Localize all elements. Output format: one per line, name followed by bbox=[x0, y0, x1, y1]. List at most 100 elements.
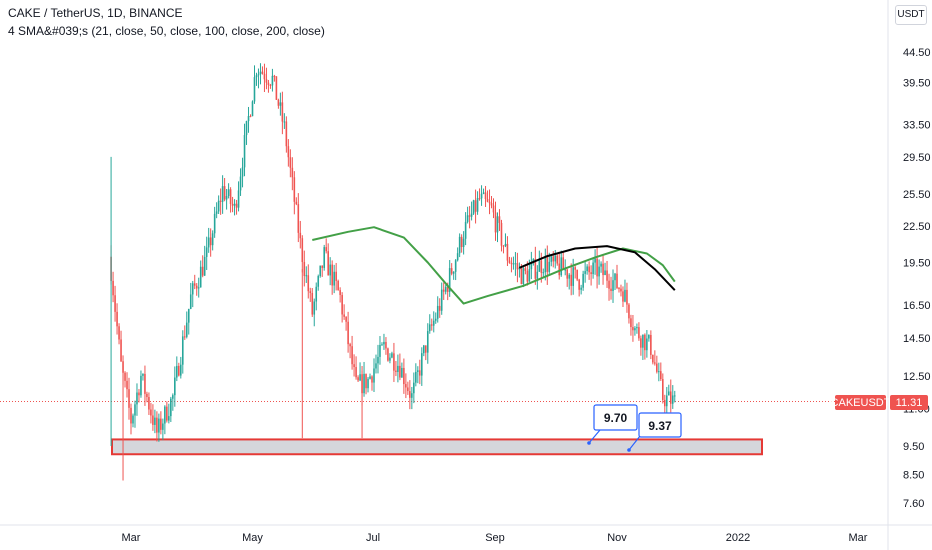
candle-body bbox=[417, 370, 419, 372]
candle-body bbox=[207, 237, 210, 248]
candle-body bbox=[181, 336, 184, 365]
candle-body bbox=[287, 146, 290, 158]
candle-body bbox=[343, 314, 345, 317]
candle-body bbox=[474, 200, 477, 212]
candle-body bbox=[395, 370, 397, 372]
candle-body bbox=[518, 267, 521, 270]
candle-body bbox=[486, 199, 489, 202]
candle-body bbox=[397, 365, 399, 372]
x-tick-label: 2022 bbox=[726, 532, 750, 544]
candle-body bbox=[193, 283, 196, 286]
candle-body bbox=[514, 263, 517, 265]
candle-body bbox=[671, 395, 674, 404]
candle-body bbox=[620, 288, 622, 292]
candle-body bbox=[600, 263, 602, 267]
candle-body bbox=[367, 378, 369, 389]
candle-body bbox=[618, 288, 620, 290]
candle-body bbox=[183, 336, 186, 338]
candle-body bbox=[480, 193, 483, 199]
candle-body bbox=[554, 255, 557, 262]
candle-body bbox=[564, 269, 567, 271]
candle-body bbox=[140, 375, 142, 396]
price-tag-bg bbox=[890, 395, 928, 410]
y-tick-label: 25.50 bbox=[903, 189, 931, 201]
y-tick-label: 7.60 bbox=[903, 498, 924, 510]
candle-body bbox=[309, 291, 312, 294]
candle-body bbox=[432, 320, 435, 326]
candle-body bbox=[570, 274, 572, 286]
symbol-tag-label: CAKEUSDT bbox=[831, 397, 891, 409]
candle-body bbox=[243, 135, 246, 168]
candle-body bbox=[189, 294, 192, 309]
candle-body bbox=[174, 377, 176, 396]
candle-body bbox=[329, 264, 331, 276]
candle-body bbox=[580, 287, 582, 290]
y-tick-label: 33.50 bbox=[903, 119, 931, 131]
callout-pointer bbox=[628, 435, 641, 451]
candle-body bbox=[568, 274, 570, 279]
sma-line-green bbox=[312, 226, 676, 305]
candle-body bbox=[389, 357, 391, 361]
candle-body bbox=[516, 263, 519, 270]
candle-body bbox=[506, 243, 509, 261]
indicator-legend[interactable]: 4 SMA&#039;s (21, close, 50, close, 100,… bbox=[8, 24, 325, 38]
candle-body bbox=[295, 201, 298, 205]
candle-body bbox=[430, 324, 433, 326]
x-tick-label: Sep bbox=[485, 532, 505, 544]
candle-body bbox=[303, 262, 306, 277]
callout-970[interactable]: 9.70 bbox=[587, 404, 638, 445]
y-tick-label: 16.50 bbox=[903, 300, 931, 312]
candle-body bbox=[191, 283, 194, 295]
currency-button[interactable]: USDT bbox=[895, 5, 927, 25]
candle-body bbox=[448, 268, 451, 292]
candle-body bbox=[464, 221, 467, 239]
candle-body bbox=[168, 416, 170, 421]
chart-title: CAKE / TetherUS, 1D, BINANCE bbox=[8, 6, 183, 20]
candle-body bbox=[648, 334, 650, 339]
candle-body bbox=[502, 245, 505, 247]
candle-body bbox=[399, 365, 401, 378]
candle-body bbox=[158, 418, 160, 433]
candle-body bbox=[576, 269, 578, 280]
candle-body bbox=[582, 273, 584, 288]
candle-body bbox=[636, 327, 638, 329]
candle-body bbox=[652, 354, 654, 363]
x-axis: Mar May Jul Sep Nov 2022 Mar bbox=[122, 532, 868, 544]
candle-body bbox=[538, 260, 541, 272]
y-tick-label: 8.50 bbox=[903, 469, 924, 481]
y-tick-label: 29.50 bbox=[903, 152, 931, 164]
candle-body bbox=[476, 198, 479, 212]
candle-body bbox=[353, 364, 355, 368]
candle-body bbox=[616, 273, 618, 289]
candle-body bbox=[578, 279, 580, 290]
candle-body bbox=[229, 189, 232, 204]
candle-body bbox=[239, 176, 242, 191]
candle-body bbox=[444, 286, 447, 292]
candle-body bbox=[311, 293, 314, 315]
candle-body bbox=[219, 200, 222, 202]
candle-body bbox=[454, 260, 457, 272]
candle-body bbox=[253, 77, 256, 102]
candle-body bbox=[327, 251, 329, 276]
candle-body bbox=[142, 373, 144, 376]
candle-body bbox=[610, 288, 612, 292]
callout-937[interactable]: 9.37 bbox=[627, 412, 682, 452]
x-tick-label: Mar bbox=[122, 532, 141, 544]
support-zone[interactable] bbox=[111, 438, 763, 456]
candle-body bbox=[144, 373, 146, 394]
candle-body bbox=[460, 236, 463, 248]
candle-body bbox=[112, 280, 114, 296]
candle-body bbox=[446, 286, 449, 292]
candle-body bbox=[560, 257, 563, 276]
candle-body bbox=[185, 322, 188, 337]
candle-body bbox=[377, 356, 379, 364]
candle-body bbox=[187, 308, 190, 323]
candle-body bbox=[470, 213, 473, 217]
candle-body bbox=[524, 268, 527, 271]
candle-body bbox=[492, 205, 495, 213]
candle-body bbox=[148, 397, 150, 410]
candle-body bbox=[494, 212, 497, 233]
candle-body bbox=[164, 406, 166, 424]
candle-body bbox=[664, 399, 666, 407]
